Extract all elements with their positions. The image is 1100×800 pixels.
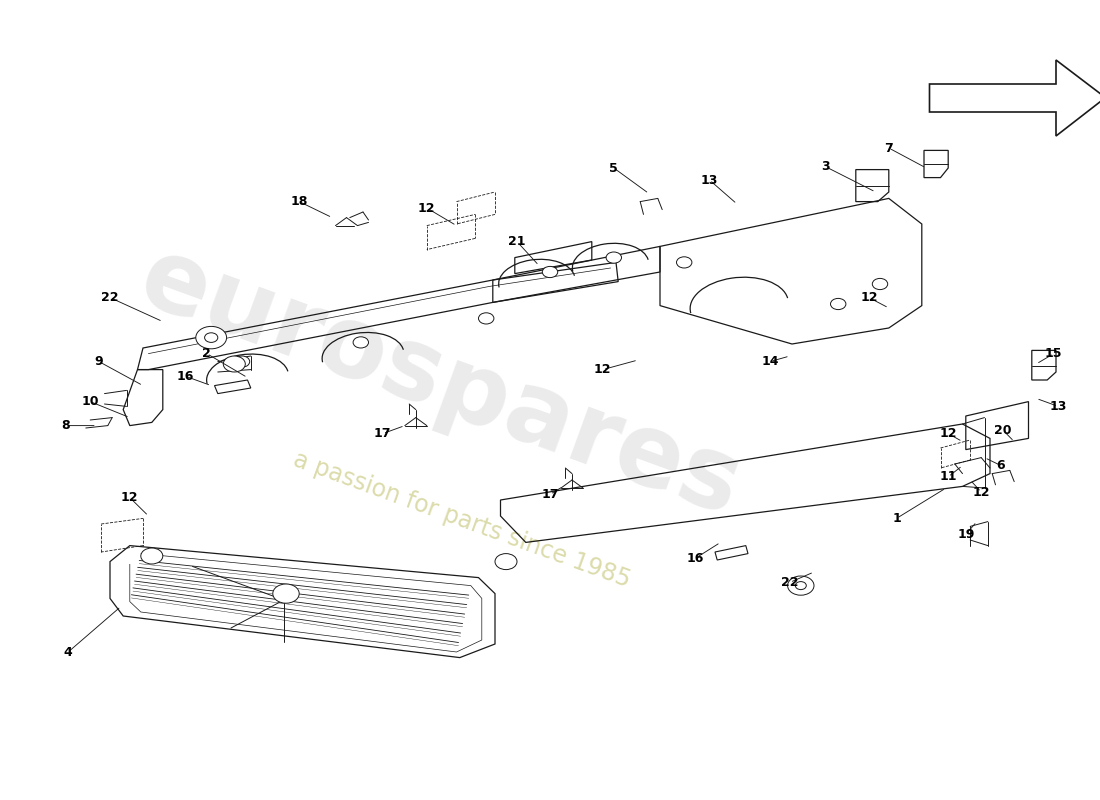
Circle shape bbox=[205, 333, 218, 342]
Text: 12: 12 bbox=[939, 427, 957, 440]
Text: eurospares: eurospares bbox=[126, 230, 754, 538]
Circle shape bbox=[273, 584, 299, 603]
Text: 20: 20 bbox=[994, 424, 1012, 437]
Text: 15: 15 bbox=[1045, 347, 1063, 360]
Circle shape bbox=[676, 257, 692, 268]
Text: 12: 12 bbox=[972, 486, 990, 498]
Text: 13: 13 bbox=[701, 174, 718, 186]
Text: 14: 14 bbox=[761, 355, 779, 368]
Circle shape bbox=[478, 313, 494, 324]
Text: 22: 22 bbox=[101, 291, 119, 304]
Text: 17: 17 bbox=[541, 488, 559, 501]
Text: 9: 9 bbox=[95, 355, 103, 368]
Text: 10: 10 bbox=[81, 395, 99, 408]
Text: 8: 8 bbox=[62, 419, 70, 432]
Circle shape bbox=[353, 337, 369, 348]
Circle shape bbox=[542, 266, 558, 278]
Text: 7: 7 bbox=[884, 142, 893, 154]
Circle shape bbox=[196, 326, 227, 349]
Text: 12: 12 bbox=[121, 491, 139, 504]
Text: 3: 3 bbox=[821, 160, 829, 173]
Circle shape bbox=[495, 554, 517, 570]
Circle shape bbox=[223, 356, 245, 372]
Text: 12: 12 bbox=[418, 202, 436, 214]
Text: 21: 21 bbox=[508, 235, 526, 248]
Text: 2: 2 bbox=[202, 347, 211, 360]
Text: 1: 1 bbox=[892, 512, 901, 525]
Circle shape bbox=[141, 548, 163, 564]
Text: 18: 18 bbox=[290, 195, 308, 208]
Circle shape bbox=[830, 298, 846, 310]
Circle shape bbox=[788, 576, 814, 595]
Text: 4: 4 bbox=[64, 646, 73, 658]
Text: 17: 17 bbox=[374, 427, 392, 440]
Text: 6: 6 bbox=[997, 459, 1005, 472]
Text: 13: 13 bbox=[1049, 400, 1067, 413]
Circle shape bbox=[795, 582, 806, 590]
Text: 11: 11 bbox=[939, 470, 957, 483]
Text: 5: 5 bbox=[609, 162, 618, 174]
Circle shape bbox=[872, 278, 888, 290]
Circle shape bbox=[234, 356, 250, 367]
Text: 16: 16 bbox=[686, 552, 704, 565]
Polygon shape bbox=[930, 60, 1100, 136]
Text: 22: 22 bbox=[781, 576, 799, 589]
Circle shape bbox=[606, 252, 621, 263]
Text: 12: 12 bbox=[860, 291, 878, 304]
Text: 19: 19 bbox=[957, 528, 975, 541]
Text: a passion for parts since 1985: a passion for parts since 1985 bbox=[290, 448, 634, 592]
Text: 16: 16 bbox=[176, 370, 194, 382]
Text: 12: 12 bbox=[594, 363, 612, 376]
